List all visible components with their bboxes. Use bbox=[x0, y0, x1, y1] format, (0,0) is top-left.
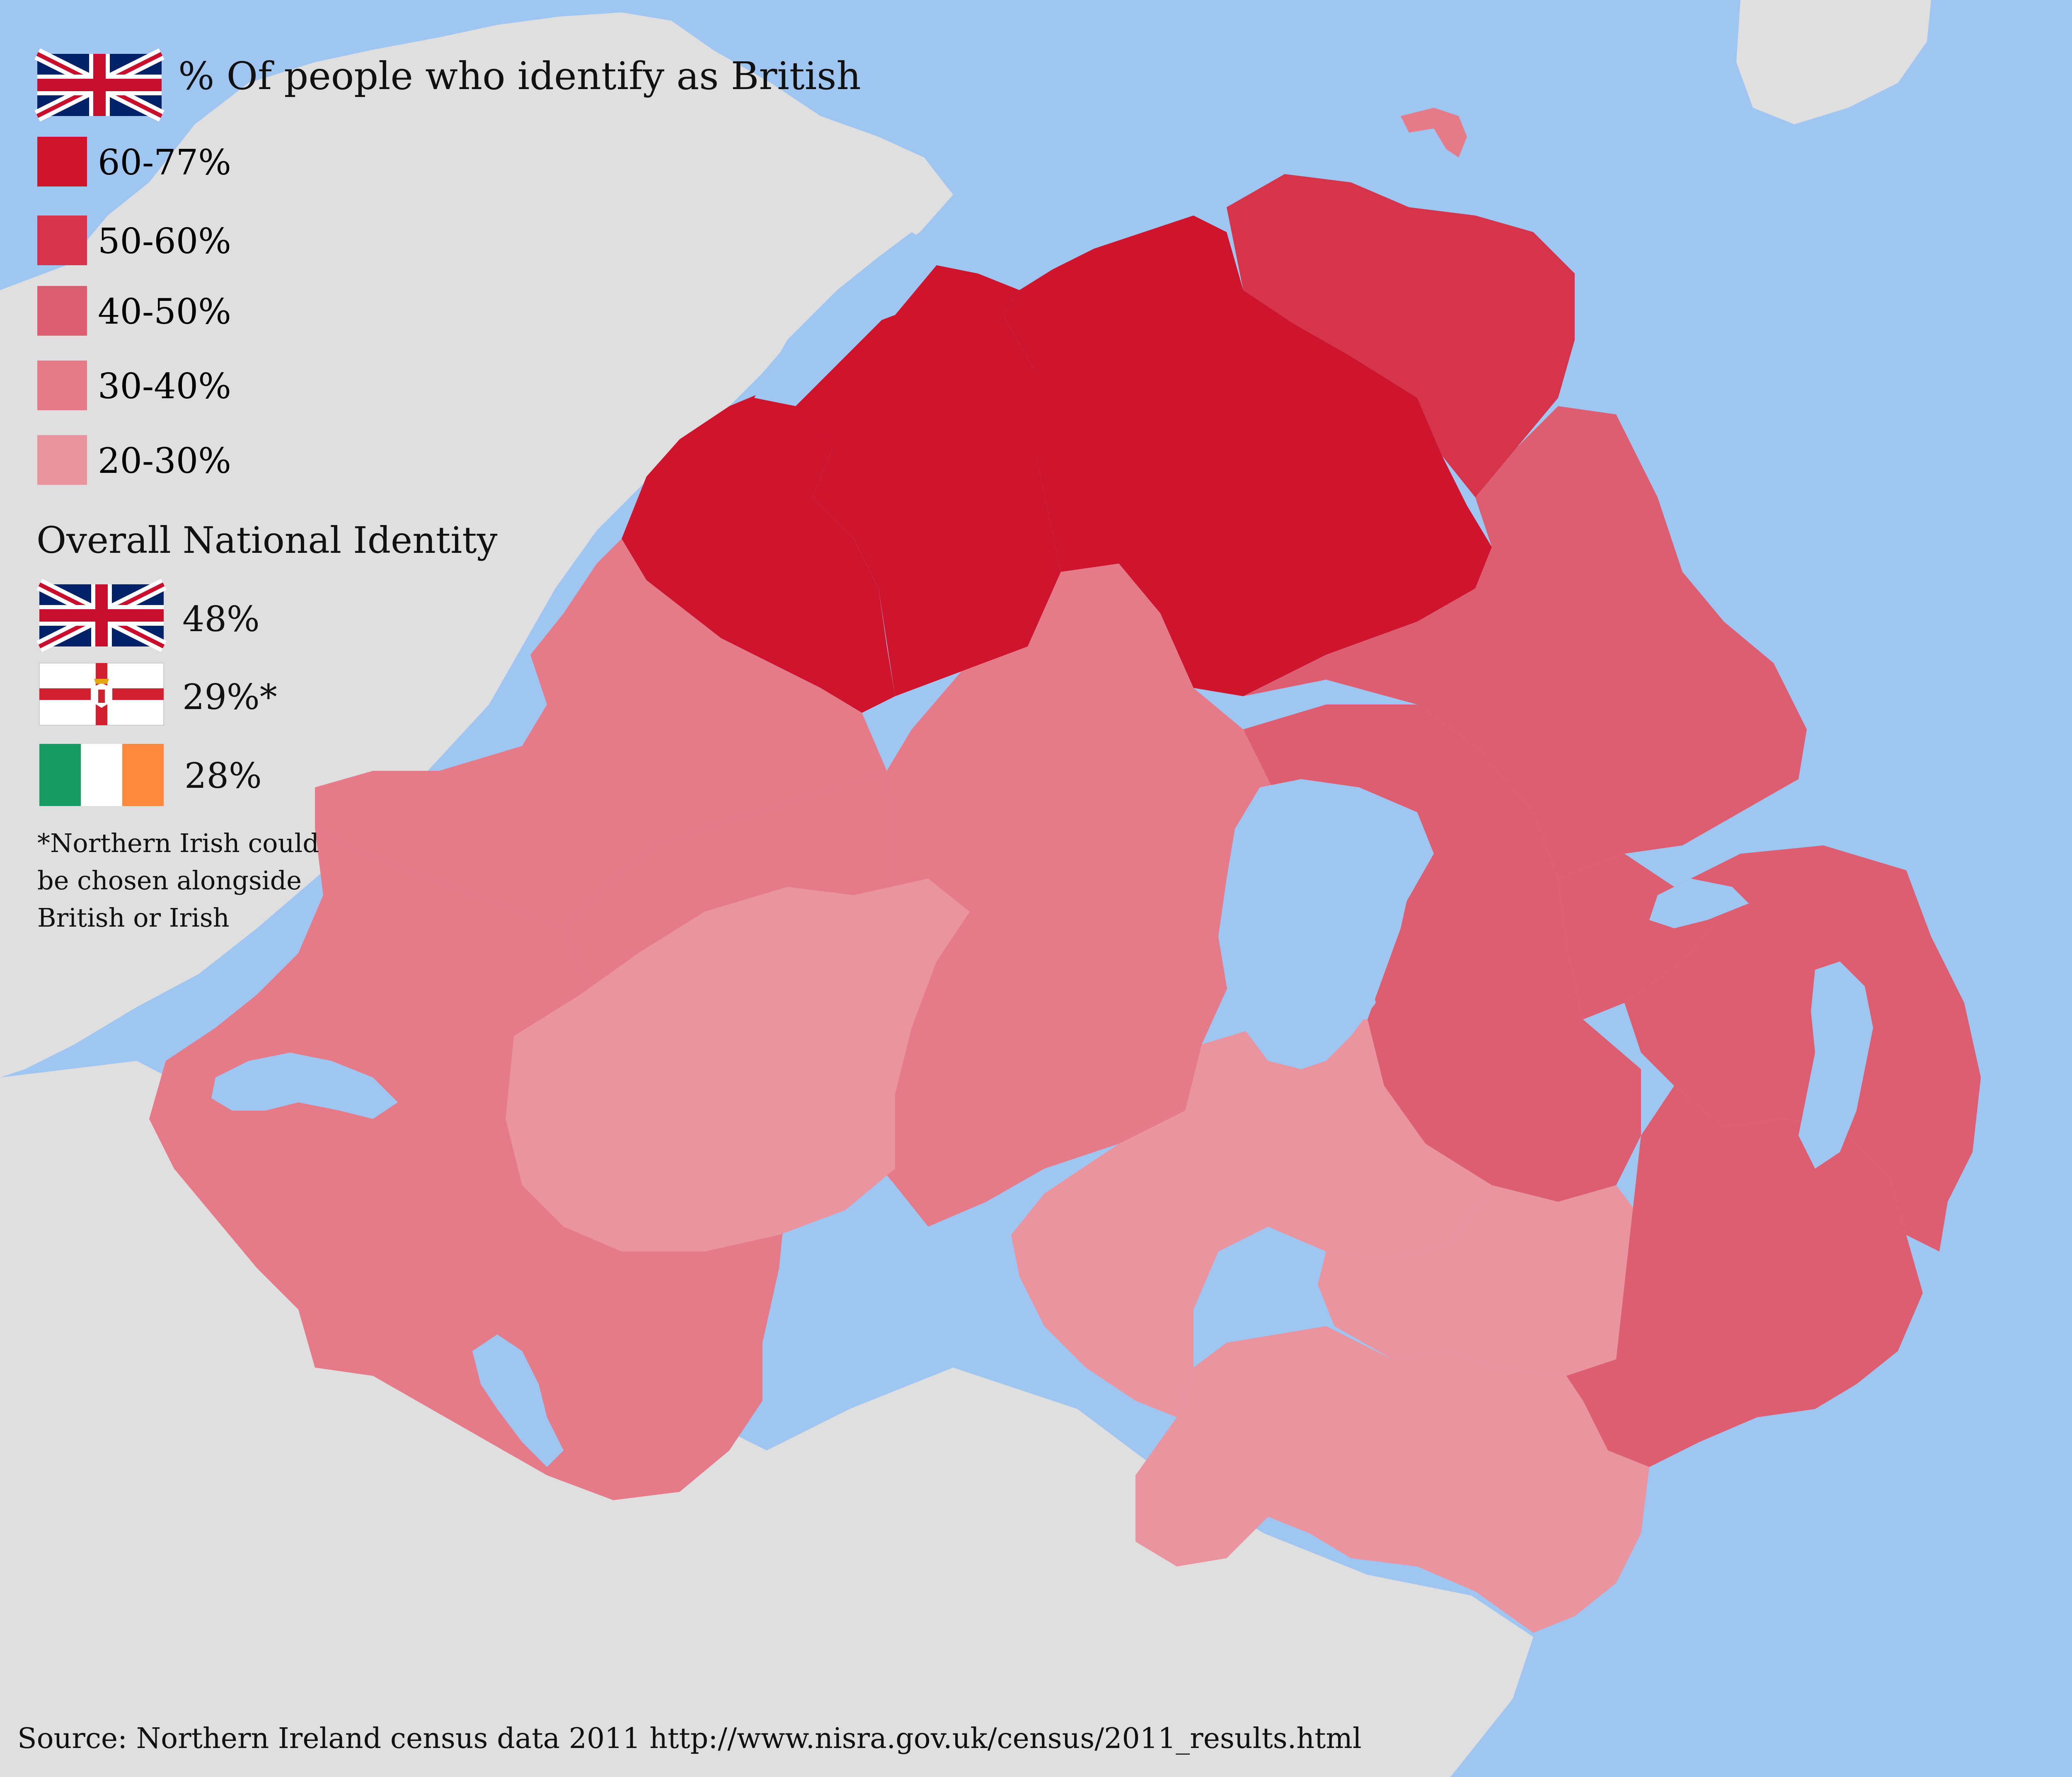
legend-label: 20-30% bbox=[98, 441, 231, 481]
irish-tricolour-icon bbox=[39, 744, 164, 806]
identity-irish-value: 28% bbox=[184, 755, 262, 796]
region-strabane-west bbox=[315, 539, 887, 928]
legend-label: 30-40% bbox=[98, 366, 231, 407]
region-dungannon bbox=[506, 879, 970, 1252]
strangford-lough bbox=[1798, 961, 1873, 1169]
union-jack-icon bbox=[34, 48, 165, 122]
region-ballymena-larne bbox=[1243, 406, 1807, 879]
legend-label: 50-60% bbox=[98, 221, 231, 261]
region-antrim bbox=[1243, 705, 1641, 1202]
union-jack-icon bbox=[36, 579, 167, 652]
region-carrickfergus-northdown bbox=[1624, 845, 1981, 1252]
rathlin-island bbox=[1401, 108, 1467, 157]
source-credit: Source: Northern Ireland census data 201… bbox=[17, 1722, 1362, 1755]
legend-swatch bbox=[37, 435, 87, 485]
legend-swatch bbox=[37, 215, 87, 265]
region-cookstown-tyrone bbox=[837, 564, 1285, 1227]
belfast-lough bbox=[1649, 879, 1749, 928]
land-donegal bbox=[0, 12, 953, 1077]
region-derry bbox=[622, 385, 895, 713]
region-coleraine-ballymoney bbox=[1003, 215, 1492, 696]
identity-title: Overall National Identity bbox=[36, 519, 498, 562]
legend-swatch bbox=[37, 361, 87, 410]
upper-lough-erne bbox=[472, 1334, 564, 1467]
legend-title: % Of people who identify as British bbox=[178, 54, 861, 98]
footnote: *Northern Irish could be chosen alongsid… bbox=[37, 828, 319, 933]
legend-label: 40-50% bbox=[98, 291, 231, 332]
lough-neagh bbox=[1218, 779, 1434, 1069]
identity-northern-irish-value: 29%* bbox=[182, 677, 277, 717]
region-fermanagh bbox=[149, 829, 787, 1500]
legend-swatch bbox=[37, 286, 87, 336]
land-scotland bbox=[1736, 0, 1931, 124]
region-armagh-craigavon bbox=[1011, 1019, 1492, 1417]
identity-british-value: 48% bbox=[182, 599, 260, 639]
lough-foyle bbox=[754, 232, 937, 406]
ulster-banner-icon bbox=[39, 663, 164, 726]
lower-lough-erne bbox=[211, 1053, 398, 1119]
region-newry-mourne bbox=[1135, 1326, 1649, 1633]
region-moyle bbox=[1227, 174, 1575, 497]
legend-label: 60-77% bbox=[98, 142, 231, 183]
region-limavady bbox=[779, 265, 1061, 696]
legend-swatch bbox=[37, 137, 87, 186]
region-banbridge bbox=[1318, 1185, 1641, 1376]
region-down bbox=[1566, 1086, 1923, 1467]
